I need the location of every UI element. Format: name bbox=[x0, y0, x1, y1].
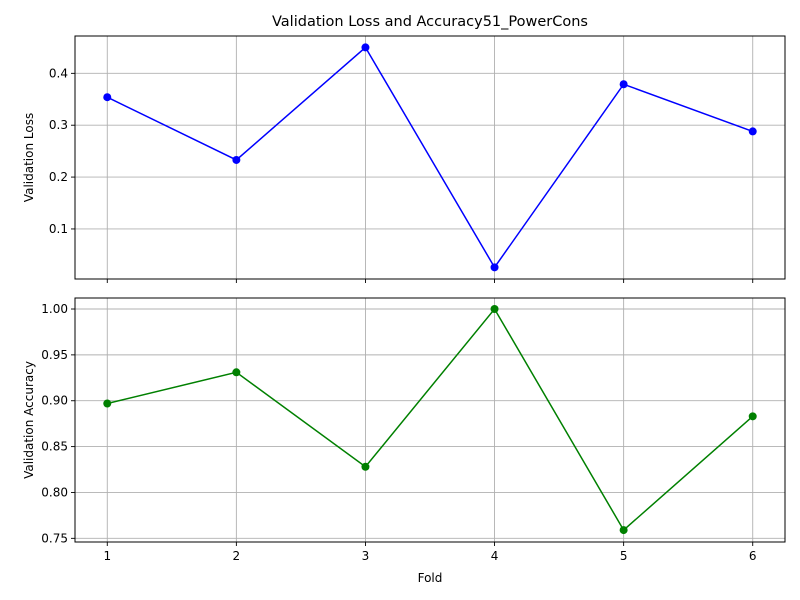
y-tick-label: 0.4 bbox=[49, 66, 68, 80]
data-point bbox=[361, 462, 370, 471]
plot-frame bbox=[74, 35, 786, 280]
y-tick-label: 0.80 bbox=[41, 485, 68, 499]
series-line bbox=[106, 46, 753, 269]
data-point bbox=[232, 368, 241, 377]
y-tick-label: 0.1 bbox=[49, 222, 68, 236]
x-tick-label: 6 bbox=[749, 549, 757, 563]
loss-panel: 0.1 0.2 0.3 0.4 Validation Loss bbox=[22, 35, 786, 283]
x-tick-label: 4 bbox=[491, 549, 499, 563]
data-point bbox=[103, 399, 112, 408]
x-tick-label: 1 bbox=[103, 549, 111, 563]
data-point bbox=[103, 93, 112, 102]
accuracy-panel: 1 2 3 4 5 6 0.75 0.80 0.85 0.90 0.95 1.00 Validation… bbox=[22, 297, 786, 563]
data-point bbox=[619, 526, 628, 535]
x-tick-label: 3 bbox=[362, 549, 370, 563]
data-point bbox=[748, 412, 757, 421]
x-tick-label: 5 bbox=[620, 549, 628, 563]
y-tick-label: 0.75 bbox=[41, 531, 68, 545]
data-point bbox=[748, 127, 757, 136]
series-line bbox=[107, 307, 754, 532]
y-tick-label: 0.95 bbox=[41, 348, 68, 362]
data-point bbox=[619, 80, 628, 89]
x-axis-label: Fold bbox=[418, 571, 443, 585]
chart-title: Validation Loss and Accuracy51_PowerCons bbox=[272, 14, 588, 30]
x-tick-label: 2 bbox=[233, 549, 241, 563]
data-point bbox=[490, 305, 499, 314]
y-tick-label: 0.90 bbox=[41, 394, 68, 408]
data-point bbox=[232, 155, 241, 164]
y-axis-label: Validation Accuracy bbox=[22, 361, 36, 479]
y-tick-label: 0.2 bbox=[49, 170, 68, 184]
y-axis-label: Validation Loss bbox=[22, 113, 36, 202]
y-tick-label: 0.85 bbox=[41, 440, 68, 454]
data-point bbox=[361, 43, 370, 52]
data-point bbox=[490, 263, 499, 272]
y-tick-label: 0.3 bbox=[49, 118, 68, 132]
plot-frame bbox=[74, 297, 786, 543]
y-tick-label: 1.00 bbox=[41, 302, 68, 316]
